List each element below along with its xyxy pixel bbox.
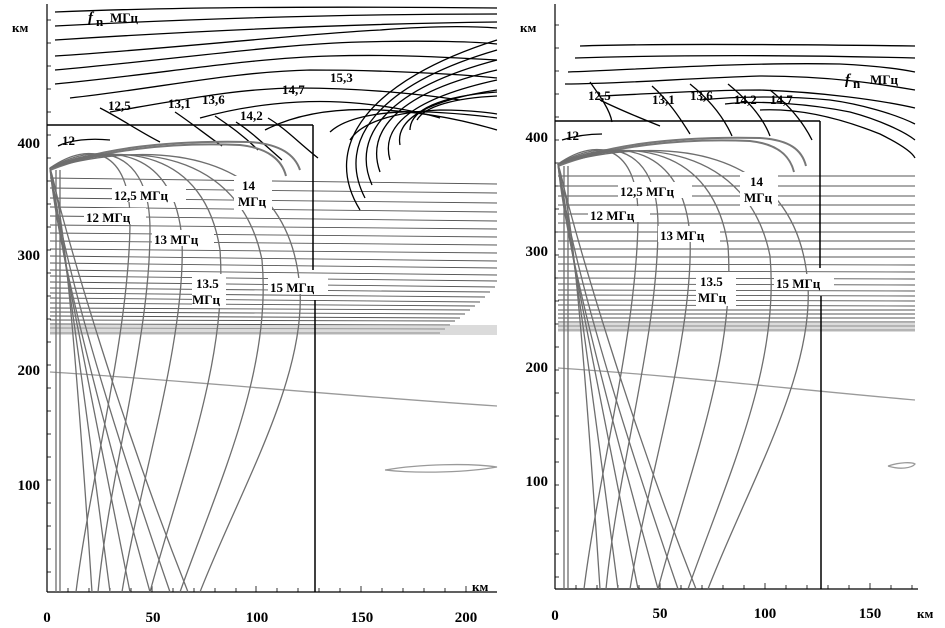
x-tick-label: 100 [246, 610, 269, 626]
ray-label: 13 МГц [660, 228, 705, 243]
x-tick-label: 150 [351, 610, 374, 626]
ray-labels-right: 12 МГц 12,5 МГц 13 МГц 13.5 МГц 14 МГц 1… [588, 172, 834, 306]
x-unit-label-right: км [917, 606, 933, 621]
contour-label: 14,2 [240, 108, 263, 123]
ray-labels-left: 12 МГц 12,5 МГц 13 МГц 13.5 МГц 14 МГц 1… [84, 176, 328, 308]
x-unit-label-left: км [472, 579, 488, 594]
fn-unit: МГц [110, 10, 139, 25]
y-minor-ticks-left [47, 19, 51, 573]
x-tick-labels-right: 0 50 100 150 [551, 606, 881, 624]
ray-label: МГц [238, 194, 267, 209]
ray-label: 12 МГц [590, 208, 635, 223]
contour-label: 12 [566, 128, 579, 143]
ray-label: МГц [744, 190, 773, 205]
y-tick-labels-right: 100 200 300 400 [526, 130, 549, 490]
ray-label: 12 МГц [86, 210, 131, 225]
y-tick-label: 400 [18, 136, 41, 152]
fn-symbol: f [845, 72, 852, 88]
y-tick-label: 300 [18, 248, 41, 264]
ray-label: 13 МГц [154, 232, 199, 247]
contour-labels-right: 12 12,5 13,1 13,6 14,2 14,7 [566, 88, 793, 143]
gray-band-left [50, 325, 497, 335]
upper-contours-left [54, 6, 498, 211]
fn-subscript: n [96, 14, 104, 29]
panel-left: 0 50 100 150 200 100 200 300 400 км км f… [12, 4, 498, 626]
fn-symbol: f [88, 10, 95, 26]
fn-unit: МГц [870, 72, 899, 87]
fn-subscript: n [853, 76, 861, 91]
x-minor-ticks-right [575, 583, 913, 589]
x-tick-label: 100 [754, 606, 777, 622]
x-tick-label: 50 [653, 606, 668, 622]
contour-label: 14,7 [282, 82, 305, 97]
ray-label: 14 [242, 178, 256, 193]
gray-band-right [558, 322, 915, 332]
ray-label: 13.5 [196, 276, 219, 291]
contour-label: 13,6 [202, 92, 225, 107]
y-tick-label: 100 [526, 474, 549, 490]
x-tick-label: 0 [43, 610, 51, 626]
x-tick-label: 50 [146, 610, 161, 626]
y-unit-label-left: км [12, 20, 28, 35]
contour-label: 14,2 [734, 92, 757, 107]
ray-label: МГц [192, 292, 221, 307]
ray-label: 15 МГц [270, 280, 315, 295]
y-tick-label: 100 [18, 478, 41, 494]
fn-title-right: f n МГц [845, 72, 899, 91]
contour-label: 14,7 [770, 92, 793, 107]
contour-label: 13,1 [168, 96, 191, 111]
x-tick-labels-left: 0 50 100 150 200 [43, 610, 477, 626]
ray-label: 15 МГц [776, 276, 821, 291]
y-tick-label: 300 [526, 244, 549, 260]
y-unit-label-right: км [520, 20, 536, 35]
frame-box-left [47, 124, 316, 592]
contour-label: 13,1 [652, 92, 675, 107]
contour-label: 12,5 [588, 88, 611, 103]
upper-contours-right [561, 43, 916, 159]
frame-box-right [555, 120, 822, 589]
y-tick-label: 400 [526, 130, 549, 146]
ray-label: 12,5 МГц [114, 188, 169, 203]
dense-contours-right [557, 175, 916, 331]
ray-label: МГц [698, 290, 727, 305]
fn-title-left: f n МГц [88, 10, 139, 29]
ray-label: 12,5 МГц [620, 184, 675, 199]
y-tick-label: 200 [526, 360, 549, 376]
x-minor-ticks-left [67, 586, 467, 592]
lower-gray-contours-right [557, 367, 916, 469]
rays-left [49, 152, 301, 593]
x-tick-label: 0 [551, 608, 559, 624]
contour-label: 13,6 [690, 88, 713, 103]
contour-label: 12,5 [108, 98, 131, 113]
contour-label: 15,3 [330, 70, 353, 85]
ray-label: 14 [750, 174, 764, 189]
y-tick-label: 200 [18, 363, 41, 379]
lower-gray-contours-left [49, 371, 498, 473]
y-tick-labels-left: 100 200 300 400 [18, 136, 41, 494]
x-tick-label: 200 [455, 610, 478, 626]
contour-label: 12 [62, 133, 75, 148]
contour-labels-left: 12 12,5 13,1 13,6 14,2 14,7 15,3 [62, 70, 353, 148]
panel-right: 0 50 100 150 100 200 300 400 км км f n М… [520, 4, 933, 624]
ray-label: 13.5 [700, 274, 723, 289]
x-tick-label: 150 [859, 606, 882, 622]
